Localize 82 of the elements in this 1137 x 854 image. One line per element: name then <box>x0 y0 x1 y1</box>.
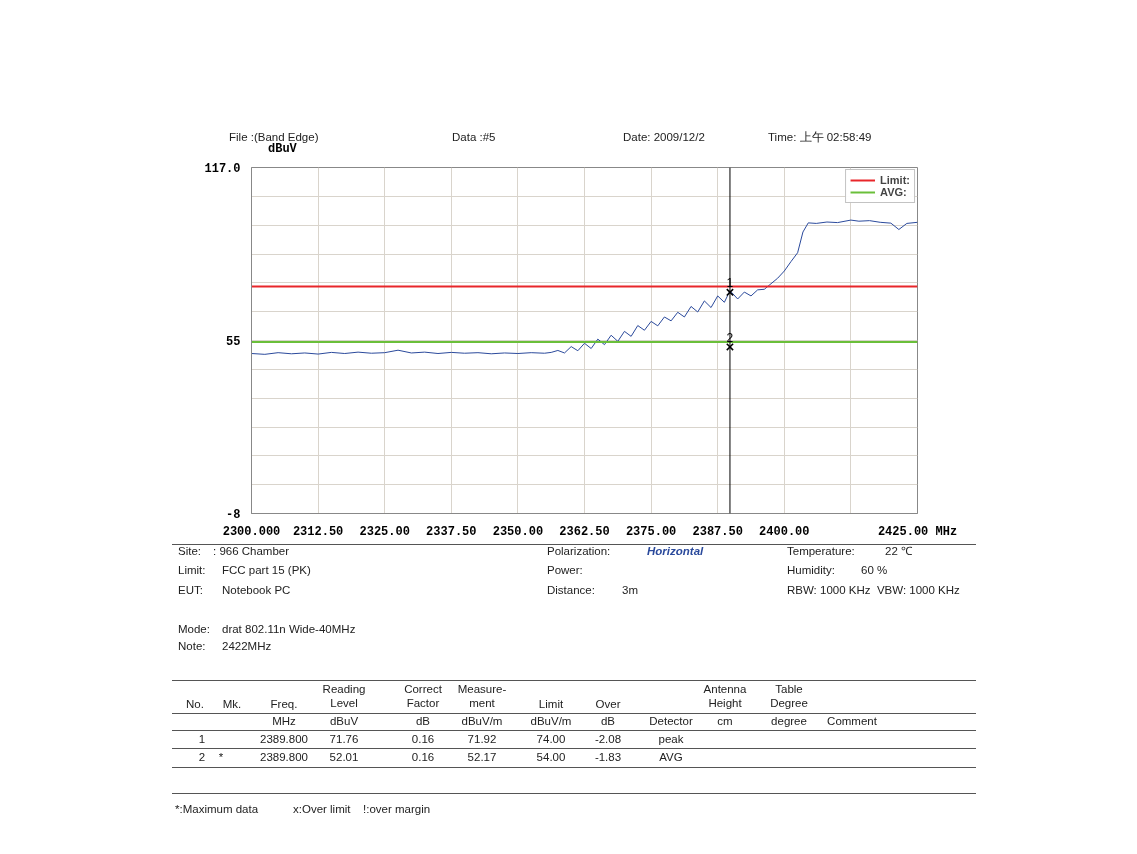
text: Table Degree <box>769 682 809 710</box>
text: Distance: <box>547 583 595 597</box>
x-tick-label: 2312.50 <box>292 524 344 539</box>
text: 52.01 <box>329 750 359 764</box>
y-axis-title: dBuV <box>268 142 297 159</box>
y-tick-label: 117.0 <box>204 162 241 176</box>
line-series <box>251 219 918 355</box>
text: 2422MHz <box>222 639 272 653</box>
text: -1.83 <box>594 750 622 764</box>
text: Limit <box>538 697 564 711</box>
text: Limit: <box>178 563 206 577</box>
text: Freq. <box>270 697 298 711</box>
text: Site: <box>178 544 202 558</box>
x-tick-label: 2337.50 <box>426 524 477 539</box>
text: Time: 上午 02:58:49 <box>768 130 872 144</box>
text: MHz <box>272 714 296 728</box>
annotation: 1 <box>726 276 734 291</box>
text: 0.16 <box>411 750 435 764</box>
text: 74.00 <box>536 732 566 746</box>
text: dB <box>600 714 616 728</box>
text: : 966 Chamber <box>213 544 290 558</box>
y-tick-label: 55 <box>226 335 241 349</box>
x-tick-label: 2387.50 <box>692 524 743 539</box>
text: EUT: <box>178 583 203 597</box>
text: 22 ℃ <box>885 544 912 558</box>
legend-label: Limit: <box>880 174 910 186</box>
text: Note: <box>178 639 206 653</box>
text: 71.76 <box>329 732 359 746</box>
text: Mk. <box>222 697 242 711</box>
text: Correct Factor <box>403 682 443 710</box>
text: Mode: <box>178 622 210 636</box>
text: Comment <box>827 714 877 728</box>
text: drat 802.11n Wide-40MHz <box>222 622 356 636</box>
text: Measure-ment <box>456 682 508 710</box>
y-tick-label: -8 <box>226 508 241 522</box>
text: Reading Level <box>321 682 367 710</box>
text: Over <box>595 697 621 711</box>
text: dBuV/m <box>461 714 503 728</box>
text: 1 <box>198 732 206 746</box>
text: 2 <box>198 750 206 764</box>
text: Humidity: <box>787 563 835 577</box>
text: x:Over limit <box>293 802 351 816</box>
text: Temperature: <box>787 544 855 558</box>
text: Polarization: <box>547 544 611 558</box>
text: peak <box>658 732 684 746</box>
text: dB <box>415 714 431 728</box>
x-tick-label: 2350.00 <box>492 524 544 539</box>
text: dBuV/m <box>530 714 572 728</box>
text: Date: 2009/12/2 <box>623 130 705 144</box>
text: File :(Band Edge) <box>229 130 319 143</box>
x-tick-label: 2300.000 <box>222 524 281 539</box>
text: degree <box>771 714 807 728</box>
x-tick-label: 2400.00 <box>759 524 810 539</box>
text: 3m <box>622 583 638 597</box>
text: AVG <box>659 750 683 764</box>
x-tick-label: 2425.00 MHz <box>877 524 958 539</box>
text: RBW: 1000 KHz VBW: 1000 KHz <box>787 583 960 597</box>
text: 60 % <box>861 563 888 577</box>
text: No. <box>186 697 204 711</box>
text: 2389.800 <box>260 732 308 746</box>
text: dBuV <box>329 714 359 728</box>
text: 54.00 <box>536 750 566 764</box>
x-tick-label: 2325.00 <box>359 524 410 539</box>
text: Power: <box>547 563 583 577</box>
text: *:Maximum data <box>175 802 259 816</box>
text: Detector <box>649 714 693 728</box>
text: 71.92 <box>467 732 497 746</box>
legend-label: AVG: <box>880 186 907 198</box>
text: 0.16 <box>411 732 435 746</box>
text: Horizontal <box>647 544 704 558</box>
text: * <box>218 750 224 764</box>
x-tick-label: 2375.00 <box>625 524 677 539</box>
text: Data :#5 <box>452 130 496 144</box>
text: !:over margin <box>363 802 431 816</box>
text: Notebook PC <box>222 583 291 597</box>
text: 52.17 <box>467 750 497 764</box>
text: 2389.800 <box>260 750 308 764</box>
text: FCC part 15 (PK) <box>222 563 311 577</box>
text: cm <box>717 714 733 728</box>
text: -2.08 <box>594 732 622 746</box>
text: Antenna Height <box>702 682 748 710</box>
x-tick-label: 2362.50 <box>559 524 610 539</box>
